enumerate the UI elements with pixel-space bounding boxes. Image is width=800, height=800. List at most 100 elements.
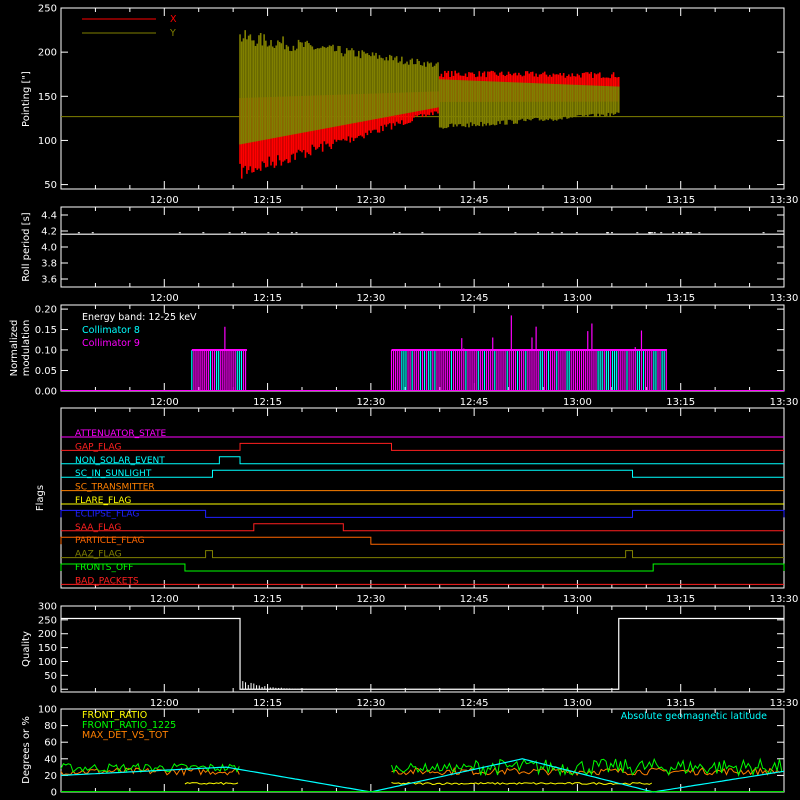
pointing-x-tick-label: 12:45	[460, 195, 489, 206]
flag-label-bad-packets: BAD_PACKETS	[75, 576, 139, 586]
legend-collimator-8: Collimator 8	[82, 325, 140, 336]
pointing-x-tick-label: 13:30	[770, 195, 799, 206]
quality-x-tick-label: 12:00	[150, 698, 179, 709]
roll-x-tick-label: 12:45	[460, 293, 489, 304]
roll-y-tick-label: 4.0	[41, 243, 57, 254]
ratios-y-tick-label: 60	[44, 738, 57, 749]
roll-y-tick-label: 4.4	[41, 211, 57, 222]
quality-panel-frame	[60, 605, 785, 693]
legend-front-ratio-1225: FRONT_RATIO_1225	[82, 720, 176, 731]
flag-label-saa-flag: SAA_FLAG	[75, 523, 121, 533]
quality-y-tick-label: 150	[38, 643, 57, 654]
pointing-y-tick-label: 150	[38, 92, 57, 103]
roll-y-tick-label: 3.6	[41, 275, 57, 286]
pointing-y-tick-label: 200	[38, 48, 57, 59]
roll-x-tick-label: 13:00	[563, 293, 592, 304]
quality-x-tick-label: 13:00	[563, 698, 592, 709]
modulation-x-tick-label: 12:30	[356, 397, 385, 408]
pointing-x-tick-label: 12:30	[356, 195, 385, 206]
flag-label-eclipse-flag: ECLIPSE_FLAG	[75, 509, 139, 519]
ratios-y-tick-label: 0	[51, 788, 57, 799]
legend-collimator-9: Collimator 9	[82, 338, 140, 349]
flag-label-aaz-flag: AAZ_FLAG	[75, 550, 122, 560]
legend-x-label: X	[170, 14, 177, 25]
roll-y-tick-label: 4.2	[41, 227, 57, 238]
pointing-x-tick-label: 13:15	[666, 195, 695, 206]
flags-panel-frame	[60, 407, 785, 589]
modulation-x-tick-label: 12:15	[253, 397, 282, 408]
legend-front-ratio: FRONT_RATIO	[82, 710, 147, 721]
quality-y-tick-label: 0	[51, 685, 57, 696]
modulation-y-tick-label: 0.00	[35, 387, 57, 398]
flag-label-sc-in-sunlight: SC_IN_SUNLIGHT	[75, 469, 152, 479]
ratios-y-tick-label: 40	[44, 754, 57, 765]
chart-marks: 12:00 12:15 12:30 12:45 13:00 13:15 13:30 12:00…	[35, 4, 799, 799]
flag-line-fronts-off	[60, 563, 785, 572]
quality-y-tick-label: 50	[44, 671, 57, 682]
pointing-y-tick-label: 50	[44, 180, 57, 191]
roll-ylabel: Roll period [s]	[21, 212, 32, 281]
legend-geomagnetic-latitude: Absolute geomagnetic latitude	[621, 711, 767, 722]
ratios-series-max-det-vs-tot	[60, 767, 240, 777]
quality-x-tick-label: 13:15	[666, 698, 695, 709]
flags-x-tick-label: 12:30	[356, 594, 385, 605]
flags-x-tick-label: 12:45	[460, 594, 489, 605]
ratios-series-front-ratio	[184, 781, 239, 786]
pointing-y-tick-label: 250	[38, 4, 57, 15]
modulation-x-tick-label: 12:00	[150, 397, 179, 408]
legend-max-det-vs-tot: MAX_DET_VS_TOT	[82, 730, 168, 741]
flag-line-aaz-flag	[61, 550, 784, 559]
modulation-x-tick-label: 12:45	[460, 397, 489, 408]
ratios-series-front-ratio-1225	[391, 757, 783, 778]
ratios-series-front-ratio	[391, 781, 653, 786]
quality-y-tick-label: 100	[38, 657, 57, 668]
flag-label-flare-flag: FLARE_FLAG	[75, 496, 131, 506]
roll-x-tick-label: 13:30	[770, 293, 799, 304]
flag-line-particle-flag	[60, 536, 784, 545]
roll-y-tick-label: 3.8	[41, 259, 57, 270]
ratios-y-tick-label: 80	[44, 721, 57, 732]
quality-x-tick-label: 12:30	[356, 698, 385, 709]
flag-label-gap-flag: GAP_FLAG	[75, 442, 121, 452]
flags-x-tick-label: 12:00	[150, 594, 179, 605]
flag-label-sc-transmitter: SC_TRANSMITTER	[75, 483, 155, 493]
pointing-y-tick-label: 100	[38, 136, 57, 147]
modulation-ylabel-line2: modulation	[21, 320, 32, 377]
flag-line-eclipse-flag	[60, 509, 785, 518]
quality-x-tick-label: 12:15	[253, 698, 282, 709]
flag-line-gap-flag	[61, 442, 784, 451]
flag-line-sc-in-sunlight	[61, 469, 784, 478]
flags-x-tick-label: 13:00	[563, 594, 592, 605]
pointing-panel-frame	[60, 7, 785, 190]
roll-x-tick-label: 13:15	[666, 293, 695, 304]
roll-x-tick-label: 12:30	[356, 293, 385, 304]
legend-y-label: Y	[169, 28, 176, 39]
modulation-x-tick-label: 13:15	[666, 397, 695, 408]
flags-x-tick-label: 13:30	[770, 594, 799, 605]
modulation-ylabel-line1: Normalized	[9, 320, 20, 377]
pointing-x-tick-label: 13:00	[563, 195, 592, 206]
ratios-latitude-curve	[60, 758, 785, 793]
modulation-y-tick-label: 0.10	[35, 346, 57, 357]
flag-label-non-solar-event: NON_SOLAR_EVENT	[75, 456, 165, 466]
flags-x-tick-label: 13:15	[666, 594, 695, 605]
modulation-y-tick-label: 0.15	[35, 325, 57, 336]
ratios-series-front-ratio-1225	[60, 762, 240, 773]
energy-band-label: Energy band: 12-25 keV	[82, 312, 197, 323]
modulation-x-tick-label: 13:00	[563, 397, 592, 408]
flag-label-fronts-off: FRONTS_OFF	[75, 563, 133, 573]
modulation-y-tick-label: 0.20	[35, 305, 57, 316]
ratios-y-tick-label: 100	[38, 705, 57, 716]
flag-label-attenuator-state: ATTENUATOR_STATE	[75, 429, 167, 439]
quality-ylabel: Quality	[21, 631, 32, 667]
modulation-y-tick-label: 0.05	[35, 366, 57, 377]
quality-y-tick-label: 200	[38, 629, 57, 640]
quality-x-tick-label: 12:45	[460, 698, 489, 709]
quality-line	[61, 617, 784, 690]
ratios-y-tick-label: 20	[44, 771, 57, 782]
ratios-ylabel: Degrees or %	[21, 716, 32, 784]
pointing-ylabel: Pointing ["]	[21, 71, 32, 127]
flag-line-non-solar-event	[61, 456, 784, 465]
